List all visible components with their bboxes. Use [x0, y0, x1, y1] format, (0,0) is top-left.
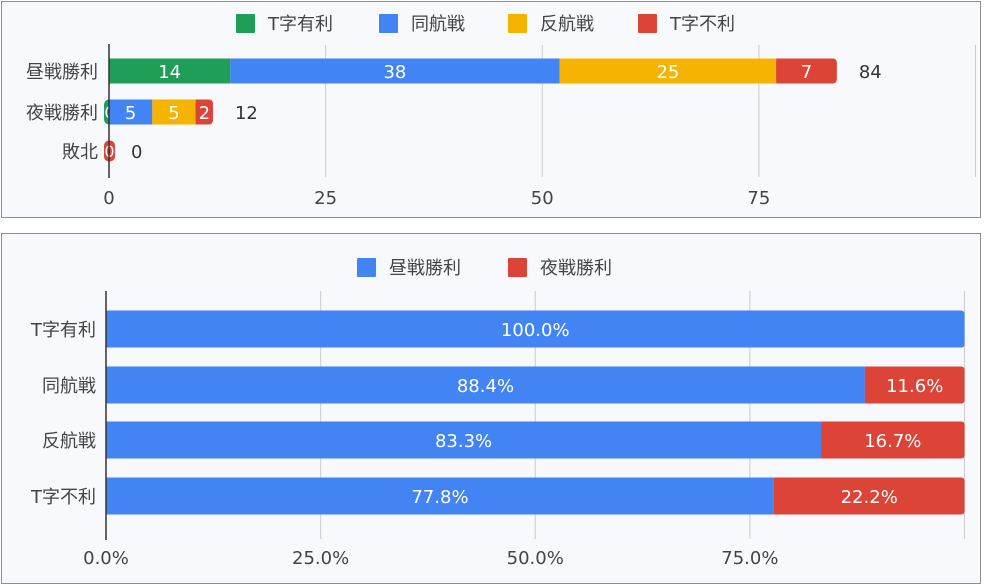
- bar-segment-fill-2-4: [195, 99, 207, 125]
- bar-segment-2-2: [109, 99, 153, 125]
- bar-segment-fill-4-2: [773, 477, 961, 515]
- category-label-3: 敗北: [62, 142, 98, 163]
- bar-segment-1-3: [559, 58, 777, 84]
- category-label-2: 夜戦勝利: [26, 103, 98, 124]
- bar-value-label-2-4: 2: [199, 103, 210, 124]
- bar-total-label-1: 84: [859, 62, 882, 83]
- legend-swatch-4: [638, 14, 657, 33]
- x-tick-label-2: 25.0%: [292, 548, 349, 569]
- bar-value-label-3-1: 83.3%: [435, 431, 492, 452]
- bar-value-label-3-2: 16.7%: [864, 431, 921, 452]
- bar-segment-fill-2-2: [864, 366, 961, 404]
- x-tick-label-4: 75: [747, 188, 770, 209]
- x-tick-label-1: 0: [103, 188, 114, 209]
- category-label-4: T字不利: [30, 487, 96, 508]
- x-tick-label-3: 50.0%: [507, 548, 564, 569]
- bar-value-label-1-3: 25: [656, 62, 679, 83]
- bar-value-label-4-2: 22.2%: [841, 487, 898, 508]
- x-tick-label-4: 75.0%: [721, 548, 778, 569]
- legend-label-1: 昼戦勝利: [389, 258, 461, 279]
- legend-swatch-1: [357, 258, 376, 277]
- x-tick-label-2: 25: [314, 188, 337, 209]
- percent-stacked-bar-chart-formation-ratio: 昼戦勝利 夜戦勝利 T字有利 100.0% 同航戦 88.4% 11.6% 反航戦 83.3% 1…: [30, 258, 965, 569]
- bar-segment-fill-1-1: [106, 310, 961, 348]
- category-label-1: 昼戦勝利: [26, 62, 98, 83]
- bar-segment-3-1: [106, 421, 822, 459]
- bar-value-label-1-1: 100.0%: [501, 320, 570, 341]
- bar-segment-4-1: [106, 477, 774, 515]
- chart-panel-outcome-by-formation: T字有利同航戦反航戦T字不利昼戦勝利143825784夜戦勝利055212敗北0…: [1, 1, 981, 218]
- legend-swatch-2: [508, 258, 527, 277]
- legend-label-4: T字不利: [669, 14, 735, 35]
- chart-panel-ratio-by-formation: 昼戦勝利 夜戦勝利 T字有利 100.0% 同航戦 88.4% 11.6% 反航戦 83.3% 1…: [1, 233, 981, 584]
- bar-segment-1-2: [230, 58, 560, 84]
- bar-value-label-2-2: 11.6%: [886, 376, 943, 397]
- bar-segment-fill-3-2: [821, 421, 961, 459]
- bar-value-label-2-3: 5: [168, 103, 179, 124]
- stacked-bar-chart-battle-results: T字有利同航戦反航戦T字不利昼戦勝利143825784夜戦勝利055212敗北0…: [26, 14, 976, 209]
- bar-value-label-2-1: 88.4%: [457, 376, 514, 397]
- bar-segment-fill-1-4: [776, 58, 831, 84]
- bar-value-label-4-1: 77.8%: [411, 487, 468, 508]
- bar-segment-2-3: [152, 99, 196, 125]
- bar-value-label-1-1: 14: [158, 62, 181, 83]
- x-tick-label-1: 0.0%: [83, 548, 129, 569]
- bar-value-label-1-4: 7: [801, 62, 812, 83]
- bar-segment-2-1: [106, 366, 865, 404]
- x-tick-label-3: 50: [531, 188, 554, 209]
- bar-value-label-1-2: 38: [383, 62, 406, 83]
- legend-swatch-2: [379, 14, 398, 33]
- legend-label-2: 同航戦: [411, 14, 465, 35]
- legend-swatch-1: [236, 14, 255, 33]
- legend-swatch-3: [508, 14, 527, 33]
- category-label-3: 反航戦: [42, 431, 96, 452]
- bar-total-label-2: 12: [235, 103, 258, 124]
- bar-value-label-2-2: 5: [125, 103, 136, 124]
- bar-total-label-3: 0: [131, 142, 142, 163]
- category-label-1: T字有利: [30, 320, 96, 341]
- legend-label-2: 夜戦勝利: [540, 258, 612, 279]
- category-label-2: 同航戦: [42, 376, 96, 397]
- legend-label-3: 反航戦: [540, 14, 594, 35]
- bar-segment-1-1: [109, 58, 231, 84]
- legend-label-1: T字有利: [267, 14, 333, 35]
